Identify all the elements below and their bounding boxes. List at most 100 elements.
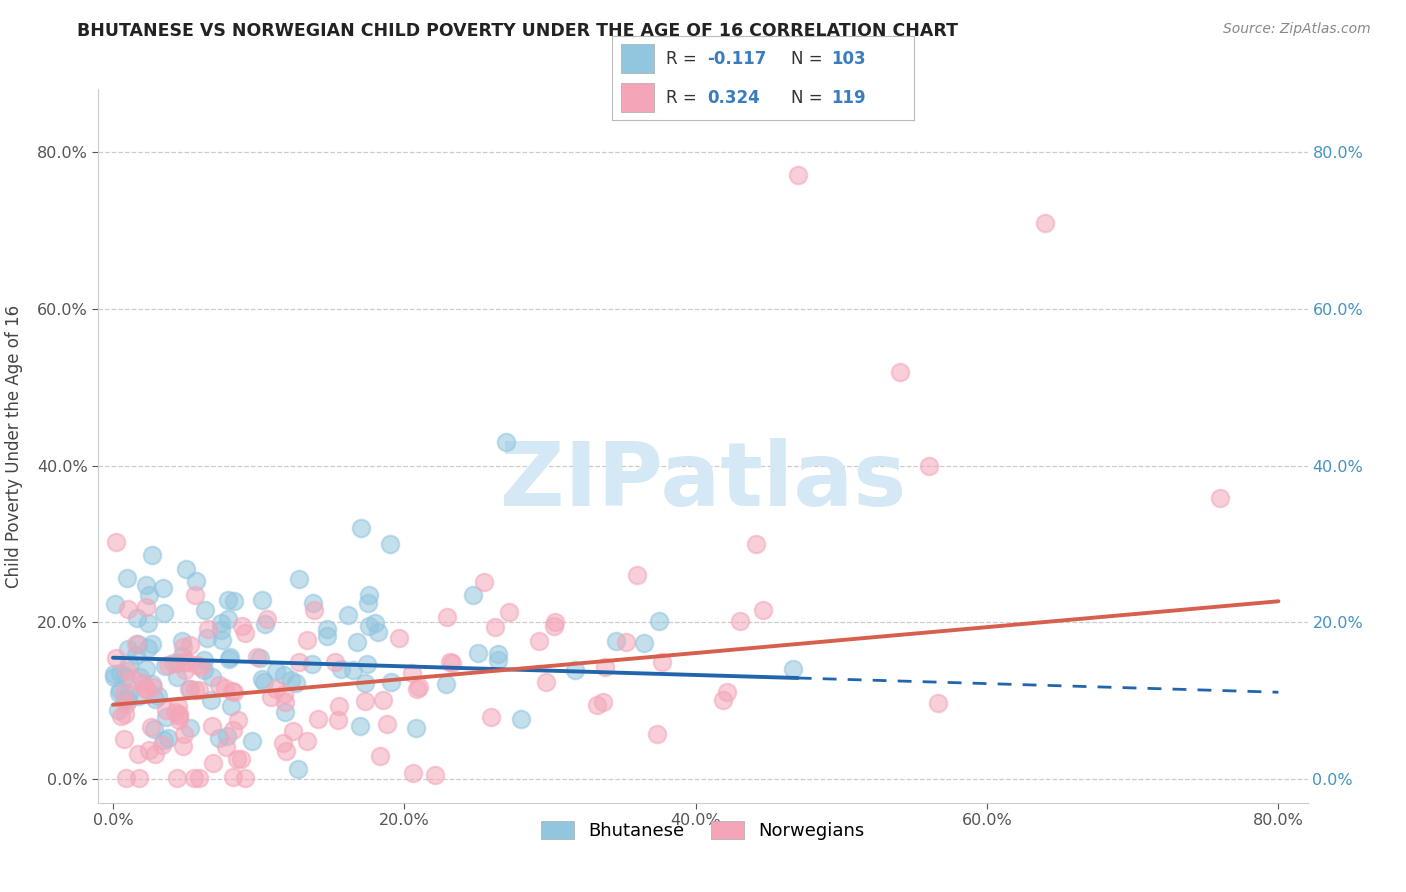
Point [200,693,222,707]
Point [141,548,163,562]
Point [150,738,173,752]
Point [716,684,738,698]
Point [240,734,263,748]
Point [118,657,141,671]
Point [264,664,287,678]
Point [388,631,411,645]
Point [218,652,240,666]
Point [162,657,184,671]
Point [103,670,125,684]
Point [193,663,215,677]
Point [153,659,176,673]
Point [271,735,294,749]
Point [170,648,193,663]
Point [155,709,177,723]
Point [132,676,155,690]
Point [225,752,247,766]
Point [402,765,425,780]
Point [222,770,245,784]
Point [217,593,239,607]
Point [127,611,149,625]
Point [172,640,194,654]
Point [297,632,319,647]
Point [142,722,165,736]
Point [254,616,277,631]
Point [648,615,671,629]
Point [440,657,463,671]
Point [208,731,231,746]
FancyBboxPatch shape [620,83,654,112]
Point [274,694,297,708]
Point [364,615,387,630]
Point [128,670,150,684]
Point [145,692,167,706]
Y-axis label: Child Poverty Under the Age of 16: Child Poverty Under the Age of 16 [6,304,24,588]
Point [231,619,253,633]
Point [174,663,197,677]
Point [142,680,165,694]
Text: Source: ZipAtlas.com: Source: ZipAtlas.com [1223,22,1371,37]
Point [215,729,238,743]
Point [233,772,256,786]
Point [782,663,804,677]
Point [377,717,399,731]
Point [633,635,655,649]
Point [222,723,245,738]
Point [367,625,389,640]
Point [353,693,375,707]
Point [115,698,138,712]
Point [288,655,311,669]
Point [176,656,198,670]
Point [287,572,309,586]
Point [184,682,207,697]
Point [229,752,252,766]
Point [534,675,557,690]
Point [170,633,193,648]
Point [188,772,211,786]
Point [274,705,297,719]
Point [301,657,323,671]
Point [711,692,734,706]
Point [169,713,191,727]
Point [295,734,318,748]
Point [184,574,207,589]
Text: N =: N = [792,88,828,106]
Point [152,606,174,620]
Point [752,602,775,616]
Point [114,691,136,706]
Point [104,535,127,549]
Point [166,656,188,670]
Point [107,703,129,717]
Point [423,768,446,782]
Point [118,685,141,699]
Point [356,657,378,672]
Point [201,756,224,770]
Point [105,650,128,665]
Point [103,666,125,681]
Point [134,681,156,696]
Point [260,690,283,705]
Point [486,653,509,667]
Point [179,638,201,652]
Point [249,651,271,665]
Point [195,631,218,645]
Point [273,687,295,701]
Point [461,588,484,602]
Point [177,682,200,697]
Point [329,662,352,676]
Point [592,695,614,709]
Point [141,637,163,651]
Point [786,169,808,183]
Point [135,663,157,677]
Point [373,693,395,707]
Point [357,597,380,611]
Text: R =: R = [666,88,702,106]
Point [194,603,217,617]
Point [467,647,489,661]
Point [110,665,132,680]
Point [186,658,208,673]
Point [357,619,380,633]
Point [117,693,139,707]
Point [285,676,308,690]
Point [342,663,364,677]
